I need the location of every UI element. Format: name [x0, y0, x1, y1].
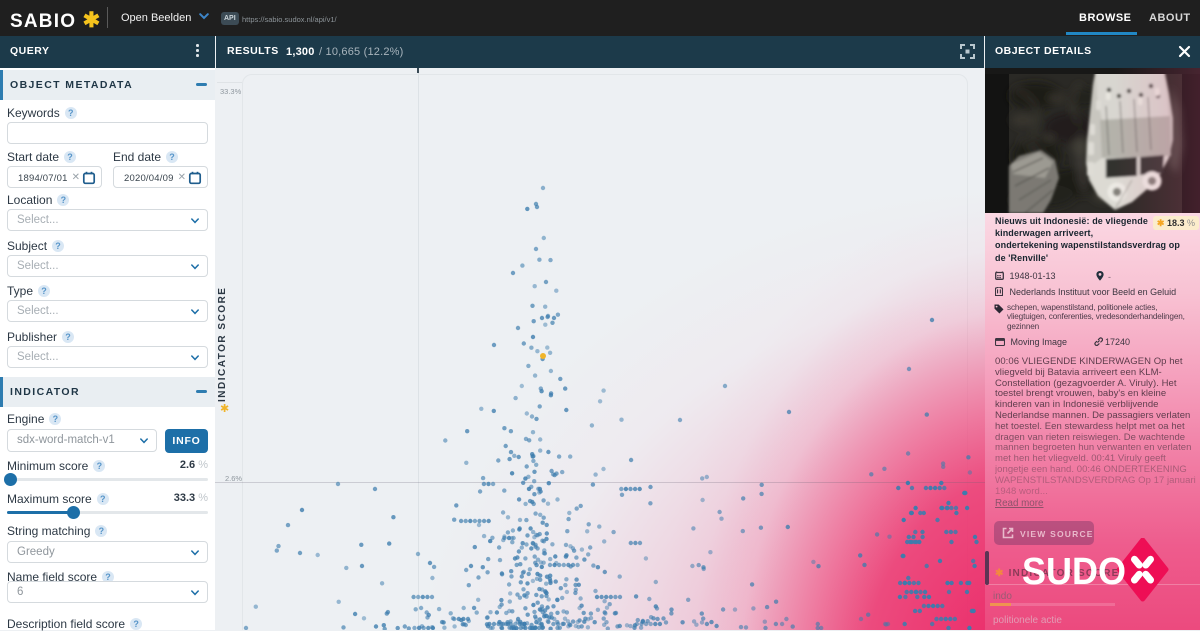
svg-text:SUDO: SUDO [1022, 551, 1126, 593]
